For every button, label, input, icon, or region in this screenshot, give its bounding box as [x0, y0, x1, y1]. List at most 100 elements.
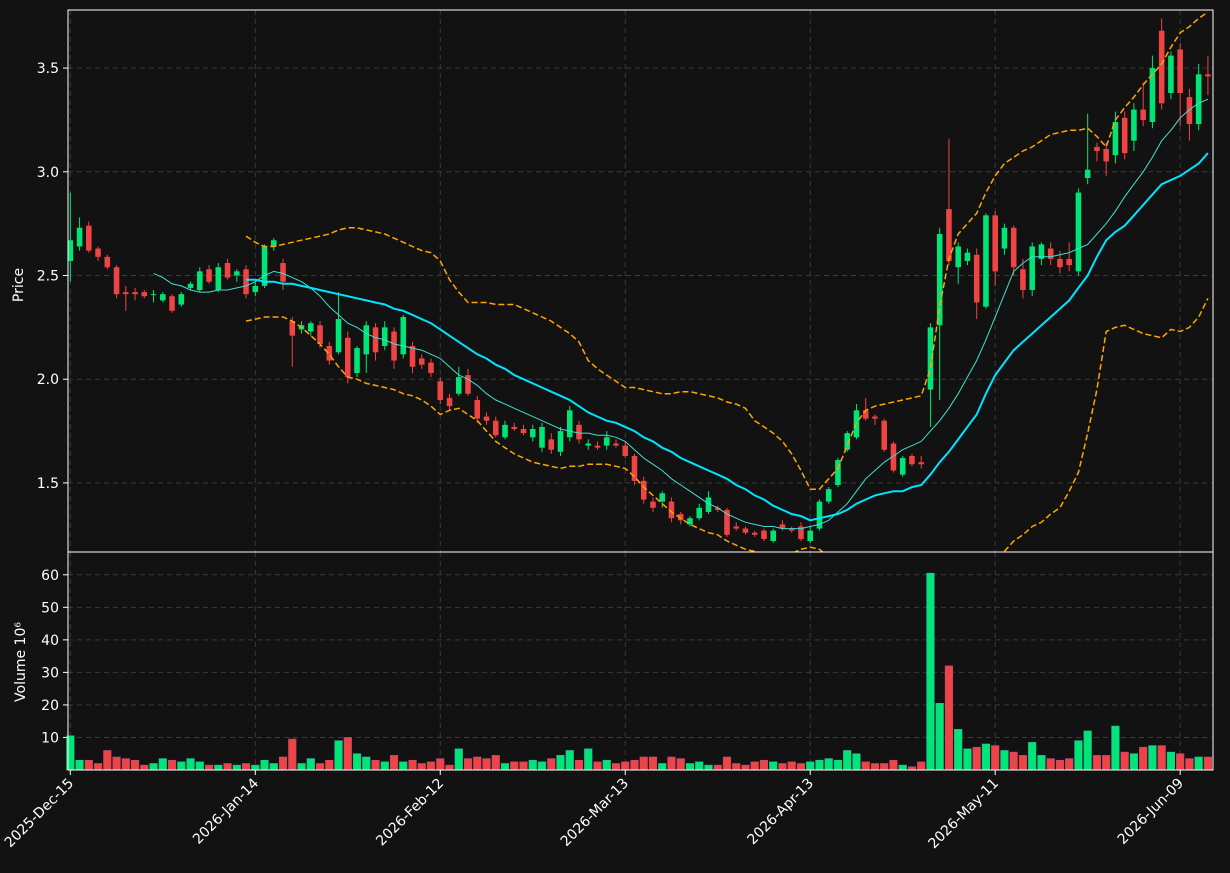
candle-body	[215, 267, 222, 291]
candle-body	[881, 420, 887, 450]
candle-body	[1186, 97, 1193, 125]
candle-body	[206, 269, 212, 282]
volume-bar	[297, 763, 306, 771]
candle-body	[261, 246, 268, 286]
volume-bar	[778, 763, 787, 771]
candle-body	[539, 426, 545, 448]
y-tick-label: 60	[41, 568, 59, 584]
candle-body	[465, 375, 471, 394]
volume-bar	[695, 761, 704, 771]
candle-body	[890, 443, 897, 471]
price-axis-label: Price	[11, 268, 27, 302]
candle-body	[705, 497, 712, 512]
candle-body	[696, 507, 703, 519]
volume-bar	[621, 761, 630, 771]
candle-body	[104, 256, 111, 268]
volume-bar	[103, 750, 112, 771]
volume-bar	[861, 761, 870, 771]
volume-bar	[426, 761, 436, 771]
candle-body	[381, 327, 388, 347]
candle-body	[816, 501, 823, 529]
volume-bar	[75, 759, 84, 771]
candle-body	[770, 530, 776, 542]
volume-bar	[510, 761, 519, 771]
volume-bar	[315, 763, 325, 771]
volume-bar	[1028, 742, 1037, 771]
y-tick-label: 2.5	[37, 269, 59, 285]
volume-bar	[547, 758, 556, 771]
candle-body	[289, 321, 296, 336]
candle-body	[252, 285, 259, 293]
volume-bar	[177, 761, 186, 771]
candle-body	[603, 437, 610, 446]
volume-frame	[67, 551, 1214, 771]
candle-body	[779, 524, 786, 529]
candle-body	[1038, 244, 1045, 259]
volume-bar	[343, 737, 352, 771]
volume-bar	[121, 758, 130, 771]
candle-body	[1158, 30, 1165, 104]
candle-body	[1168, 55, 1174, 93]
volume-bar	[140, 764, 149, 771]
volume-bar	[362, 756, 371, 771]
volume-bar	[991, 745, 1000, 771]
volume-bar	[1185, 758, 1194, 771]
volume-bar	[722, 756, 732, 771]
candle-body	[1195, 74, 1202, 125]
volume-bar	[972, 746, 981, 771]
candle-body	[1001, 227, 1008, 249]
volume-bar	[833, 759, 843, 771]
candle-body	[511, 426, 518, 429]
overlay-line	[1003, 297, 1209, 552]
volume-bar	[473, 756, 482, 771]
candle-body	[86, 225, 92, 251]
volume-bar	[741, 764, 750, 771]
candle-body	[400, 316, 407, 355]
volume-bar	[732, 763, 741, 771]
volume-bar	[537, 761, 547, 771]
volume-bar	[1083, 730, 1092, 771]
candle-body	[659, 493, 666, 502]
candle-body	[585, 443, 592, 446]
candle-body	[234, 271, 240, 276]
candle-body	[354, 348, 360, 373]
volume-bar	[824, 758, 833, 771]
volume-bar	[417, 763, 426, 771]
candle-body	[132, 292, 138, 295]
volume-bar	[574, 759, 584, 771]
volume-bar	[1055, 759, 1065, 771]
volume-bar	[1065, 758, 1074, 771]
volume-bar	[667, 756, 676, 771]
candle-body	[677, 514, 684, 521]
candle-body	[566, 410, 573, 438]
candle-body	[317, 325, 323, 344]
candle-body	[68, 240, 74, 261]
candle-body	[1057, 258, 1063, 268]
volume-bar	[602, 759, 611, 771]
candle-body	[529, 428, 536, 438]
candle-body	[326, 346, 333, 361]
volume-bar	[1074, 740, 1083, 771]
volume-bar	[750, 761, 759, 771]
candle-body	[243, 269, 249, 295]
candle-body	[1205, 74, 1211, 77]
candle-body	[1131, 109, 1137, 141]
overlay-line	[246, 152, 1209, 522]
volume-bar	[1129, 753, 1139, 771]
candle-body	[992, 215, 998, 272]
volume-bar	[556, 755, 565, 771]
volume-bar	[648, 756, 658, 771]
candle-body	[502, 424, 508, 438]
candle-body	[788, 528, 795, 531]
candle-body	[761, 530, 767, 539]
candle-body	[1029, 246, 1035, 291]
volume-bar	[815, 759, 824, 771]
candle-body	[548, 439, 555, 450]
candle-body	[197, 271, 203, 291]
price-plot	[68, 11, 1211, 552]
candle-body	[1149, 68, 1156, 123]
volume-bar	[399, 761, 408, 771]
candle-body	[687, 518, 693, 525]
overlay-line	[153, 98, 1209, 530]
